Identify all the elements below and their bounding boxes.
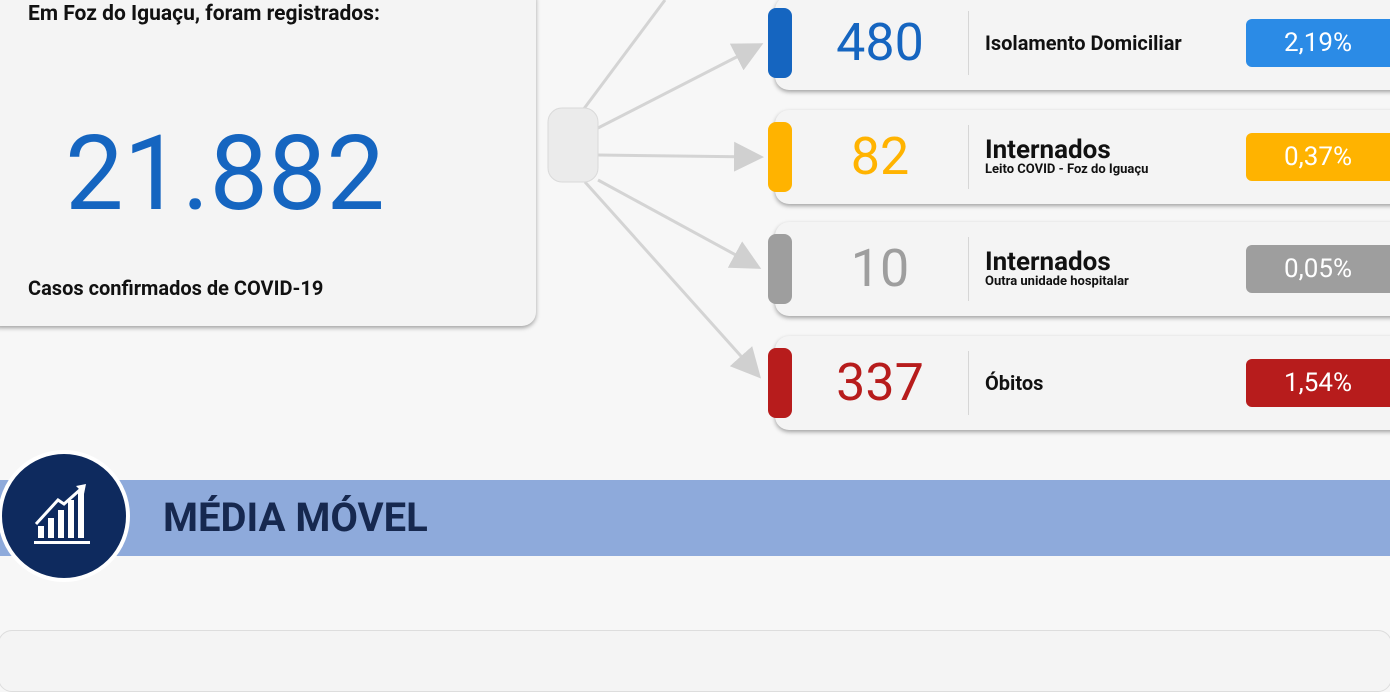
- separator: [968, 125, 969, 189]
- section-title: MÉDIA MÓVEL: [163, 494, 428, 541]
- percent-badge: 1,54%: [1246, 359, 1390, 407]
- status-subtitle: Outra unidade hospitalar: [985, 273, 1129, 289]
- percent-badge: 0,37%: [1246, 133, 1390, 181]
- percent-badge: 2,19%: [1246, 19, 1390, 67]
- status-title: Isolamento Domiciliar: [985, 30, 1182, 55]
- status-value: 82: [850, 126, 910, 187]
- bottom-card: [0, 630, 1390, 692]
- connectors: [547, 0, 764, 379]
- section-band: [0, 480, 1390, 556]
- status-tab: [768, 8, 792, 78]
- status-label: Internados Leito COVID - Foz do Iguaçu: [985, 122, 1235, 192]
- status-title: Óbitos: [985, 370, 1044, 395]
- summary-heading: Em Foz do Iguaçu, foram registrados:: [28, 2, 380, 26]
- status-tab: [768, 122, 792, 192]
- summary-caption: Casos confirmados de COVID-19: [28, 276, 324, 300]
- status-value: 480: [836, 12, 924, 73]
- status-value: 10: [850, 238, 910, 299]
- separator: [968, 351, 969, 415]
- status-label: Óbitos: [985, 348, 1235, 418]
- status-label: Isolamento Domiciliar: [985, 8, 1235, 78]
- summary-total: 21.882: [65, 114, 385, 235]
- status-title: Internados: [985, 246, 1111, 277]
- separator: [968, 237, 969, 301]
- status-title: Internados: [985, 134, 1111, 165]
- summary-card: [0, 0, 536, 326]
- status-value: 337: [836, 352, 924, 413]
- separator: [968, 11, 969, 75]
- status-subtitle: Leito COVID - Foz do Iguaçu: [985, 161, 1149, 177]
- status-tab: [768, 234, 792, 304]
- status-label: Internados Outra unidade hospitalar: [985, 234, 1235, 304]
- percent-badge: 0,05%: [1246, 245, 1390, 293]
- section-icon: [0, 450, 130, 582]
- status-tab: [768, 348, 792, 418]
